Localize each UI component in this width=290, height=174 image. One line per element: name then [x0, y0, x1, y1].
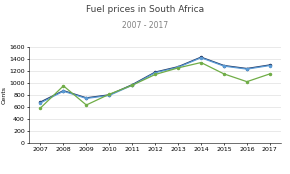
ULP 95: [39, 102, 42, 104]
ULP 95: [268, 65, 271, 67]
ULP 95: [199, 57, 203, 59]
Text: Fuel prices in South Africa: Fuel prices in South Africa: [86, 5, 204, 14]
DSL 0.05: [245, 81, 249, 83]
ULP 93: [153, 71, 157, 73]
ULP 93: [222, 65, 226, 67]
DSL 0.05: [153, 73, 157, 76]
ULP 93: [130, 84, 134, 86]
DSL 0.05: [199, 61, 203, 64]
ULP 95: [245, 68, 249, 70]
ULP 93: [199, 56, 203, 58]
ULP 93: [62, 90, 65, 92]
ULP 95: [62, 90, 65, 92]
Legend: ULP 93, ULP 95, DSL 0.05: ULP 93, ULP 95, DSL 0.05: [93, 172, 217, 174]
DSL 0.05: [268, 73, 271, 75]
Line: ULP 95: ULP 95: [39, 57, 271, 104]
ULP 95: [130, 84, 134, 86]
DSL 0.05: [85, 104, 88, 106]
ULP 93: [176, 66, 180, 68]
ULP 93: [39, 101, 42, 103]
DSL 0.05: [176, 67, 180, 69]
ULP 95: [222, 65, 226, 67]
ULP 95: [176, 66, 180, 68]
ULP 95: [153, 72, 157, 74]
DSL 0.05: [108, 93, 111, 95]
DSL 0.05: [62, 85, 65, 87]
Line: DSL 0.05: DSL 0.05: [39, 61, 271, 109]
ULP 93: [85, 97, 88, 99]
DSL 0.05: [39, 107, 42, 109]
ULP 95: [85, 97, 88, 100]
Y-axis label: Cents: Cents: [1, 86, 6, 104]
Line: ULP 93: ULP 93: [39, 56, 271, 103]
Text: 2007 - 2017: 2007 - 2017: [122, 21, 168, 30]
ULP 95: [108, 94, 111, 96]
ULP 93: [268, 64, 271, 66]
DSL 0.05: [130, 84, 134, 86]
DSL 0.05: [222, 73, 226, 75]
ULP 93: [108, 94, 111, 96]
ULP 93: [245, 68, 249, 70]
